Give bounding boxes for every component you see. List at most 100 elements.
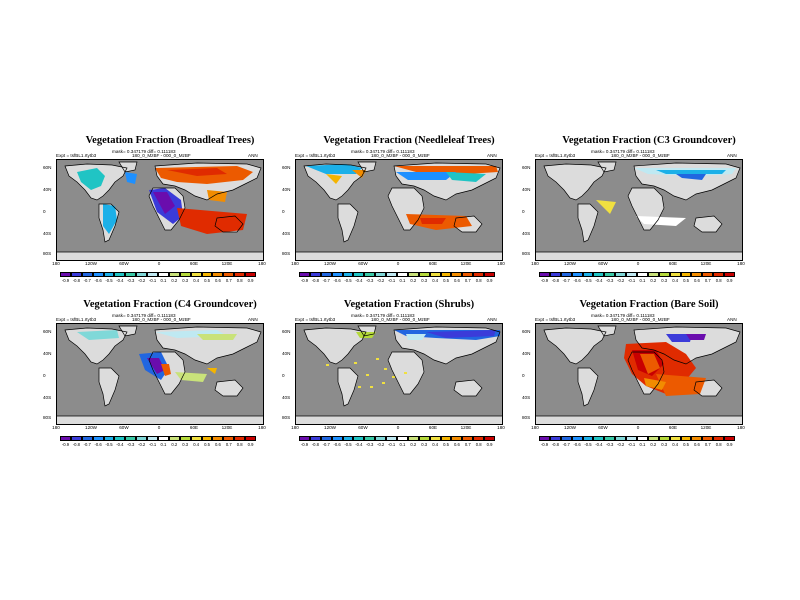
x-tick-labels: 180 120W 60W 0 60E 120E 180 <box>291 261 505 267</box>
colorbar-label: -0.3 <box>127 278 135 283</box>
colorbar-labels: -0.9 -0.8 -0.7 -0.6 -0.5 -0.4 -0.3 -0.2 -0.1 0.1 0… <box>60 442 256 448</box>
anomaly-dot <box>382 382 385 384</box>
coastline-eurasia <box>154 162 262 201</box>
coastline-northAmerica <box>543 163 607 201</box>
colorbar-label: 0.6 <box>693 442 700 447</box>
coastline-southAmerica <box>337 203 359 243</box>
x-tick-label: 120E <box>221 261 233 266</box>
coastline-greenland <box>597 325 617 337</box>
x-tick-label: 60W <box>119 261 129 266</box>
x-tick-label: 60E <box>189 261 199 266</box>
colorbar-label: -0.6 <box>573 442 581 447</box>
colorbar-segment <box>212 436 224 441</box>
colorbar-label: 0.8 <box>236 442 243 447</box>
colorbar-segment <box>484 436 496 441</box>
colorbar-segment <box>190 272 202 277</box>
colorbar-label: -0.7 <box>562 278 570 283</box>
colorbar-segment <box>724 436 736 441</box>
anomaly-patch <box>426 330 496 338</box>
y-tick-label: 60N <box>282 329 291 334</box>
colorbar-segment <box>103 436 115 441</box>
anomaly-patch <box>103 204 117 234</box>
anomaly-patch <box>77 330 119 340</box>
y-tick-label: 40S <box>282 395 291 400</box>
colorbar-label: -0.5 <box>584 442 592 447</box>
colorbar-label: 0.4 <box>193 442 200 447</box>
colorbar-segment <box>168 436 180 441</box>
world-map <box>536 325 742 424</box>
coastline-greenland <box>357 325 377 337</box>
y-tick-label: 40N <box>43 351 52 356</box>
anomaly-patch <box>125 172 137 184</box>
colorbar-segment <box>647 272 659 277</box>
colorbar-segment <box>429 436 441 441</box>
y-tick-label: 0 <box>522 373 525 378</box>
colorbar-label: 0.9 <box>726 442 733 447</box>
anomaly-dot <box>404 372 407 374</box>
anomaly-patch <box>420 218 446 224</box>
anomaly-patch <box>177 208 247 234</box>
colorbar-segment <box>331 436 343 441</box>
colorbar-segment <box>234 436 246 441</box>
x-tick-label: 180 <box>52 261 60 266</box>
colorbar-segment <box>539 436 550 441</box>
colorbar-segment <box>70 272 82 277</box>
panel-bare-soil: Vegetation Fraction (Bare Soil) mask= 0.3… <box>522 299 767 459</box>
colorbar-segment <box>201 436 213 441</box>
x-tick-label: 60W <box>358 261 368 266</box>
colorbar-segment <box>158 272 169 277</box>
colorbar-label: -0.6 <box>94 442 102 447</box>
colorbar-segment <box>386 436 398 441</box>
land-antarctica <box>296 252 502 260</box>
colorbar-segment <box>484 272 496 277</box>
colorbar-segment <box>418 436 430 441</box>
colorbar-segment <box>234 272 246 277</box>
colorbar-segment <box>386 272 398 277</box>
colorbar-segment <box>92 272 104 277</box>
coastline-australia <box>214 379 244 397</box>
coastline-northAmerica <box>303 163 367 201</box>
colorbar-label: -0.4 <box>595 278 603 283</box>
colorbar-segment <box>462 436 474 441</box>
colorbar-segment <box>571 272 583 277</box>
land-southAmerica <box>338 368 358 406</box>
colorbar-segment <box>440 436 452 441</box>
land-antarctica <box>57 252 263 260</box>
colorbar-label: 0.7 <box>225 442 232 447</box>
colorbar-segment <box>342 436 354 441</box>
map-frame <box>535 323 743 425</box>
x-tick-label: 180 <box>531 425 539 430</box>
colorbar-segment <box>397 272 408 277</box>
colorbar-segment <box>724 272 736 277</box>
colorbar-label: 0.5 <box>204 442 210 447</box>
coastline-australia <box>214 215 244 233</box>
expt-line: Expt = tsfBL1.rtytb3 <box>295 317 336 322</box>
coastline-australia <box>693 215 723 233</box>
colorbar-segment <box>582 272 594 277</box>
anomaly-patch <box>153 192 175 214</box>
season-label: ANN <box>248 153 258 158</box>
colorbar-label: 0.9 <box>486 278 493 283</box>
x-tick-label: 0 <box>396 425 400 430</box>
y-tick-label: 60N <box>522 329 531 334</box>
colorbar-label: 0.3 <box>661 278 668 283</box>
x-tick-label: 180 <box>737 425 745 430</box>
colorbar-segment <box>549 436 561 441</box>
colorbar-segment <box>658 272 670 277</box>
x-tick-labels: 180 120W 60W 0 60E 120E 180 <box>291 425 505 431</box>
colorbar-segment <box>212 272 224 277</box>
colorbar-label: 0.3 <box>182 442 189 447</box>
colorbar-label: -0.4 <box>116 278 124 283</box>
colorbar-label: -0.3 <box>606 278 614 283</box>
x-tick-labels: 180 120W 60W 0 60E 120E 180 <box>52 261 266 267</box>
colorbar <box>60 272 257 277</box>
colorbar-label: -0.6 <box>573 278 581 283</box>
coastline-africa <box>627 187 665 231</box>
x-tick-label: 180 <box>291 425 299 430</box>
colorbar-segment <box>353 272 365 277</box>
colorbar-segment <box>299 272 310 277</box>
colorbar-segment <box>60 436 71 441</box>
colorbar-label: 0.1 <box>639 278 646 283</box>
colorbar-segment <box>81 272 93 277</box>
anomaly-patch <box>77 168 105 190</box>
